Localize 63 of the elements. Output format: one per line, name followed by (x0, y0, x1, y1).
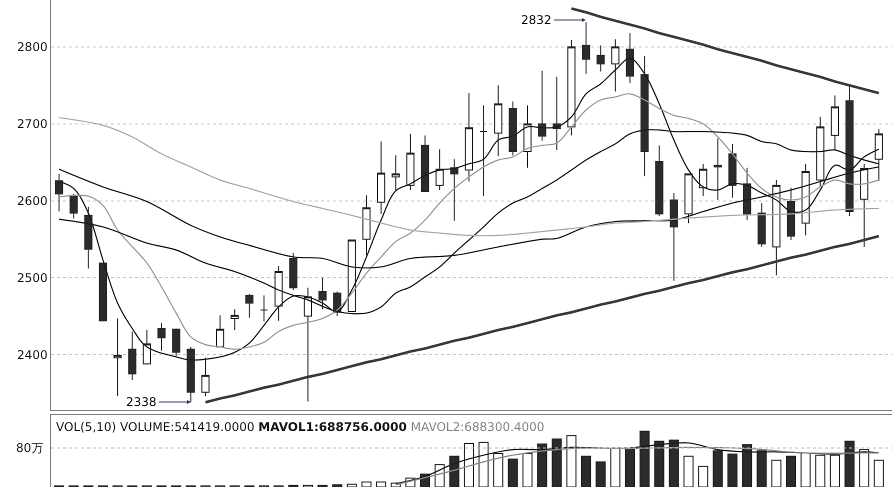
candlestick (172, 328, 180, 357)
candlestick (216, 314, 224, 348)
candlestick (186, 346, 195, 403)
candlestick (450, 158, 458, 222)
candlestick (494, 84, 502, 157)
candlestick (479, 104, 488, 197)
chart-title: VOL(5,10) VOLUME:541419.0000 (56, 420, 254, 434)
candlestick (128, 331, 136, 380)
candlestick (157, 322, 166, 352)
candlestick (289, 252, 298, 290)
candlestick (377, 141, 386, 214)
line-series (58, 117, 880, 236)
bar (581, 456, 592, 487)
candlestick (552, 76, 561, 150)
candlestick (420, 134, 430, 192)
candlestick (845, 84, 854, 217)
candlestick (362, 194, 371, 256)
candlestick (714, 138, 722, 200)
candlestick (508, 101, 517, 156)
candlestick (318, 277, 327, 310)
y-tick-label: 2700 (17, 117, 48, 132)
bar (596, 461, 606, 487)
y-tick-label: 2600 (17, 194, 48, 208)
candlestick (684, 173, 693, 224)
bar (332, 484, 342, 487)
y-tick-label: 2500 (17, 270, 48, 285)
series-label: MAVOL2:688300.4000 (410, 420, 544, 434)
candlestick (596, 44, 605, 72)
candlestick (699, 163, 708, 197)
candlestick (786, 187, 796, 240)
candlestick (436, 148, 444, 190)
candlestick (626, 32, 634, 84)
candlestick (655, 144, 664, 217)
candlestick (392, 154, 400, 190)
candlestick (640, 56, 649, 177)
candlestick (742, 167, 752, 220)
candlestick (245, 293, 254, 318)
line-series (58, 93, 880, 350)
candlestick (230, 308, 239, 330)
line-series (570, 7, 880, 94)
candlestick (758, 202, 766, 248)
candlestick (260, 294, 268, 322)
candlestick (84, 206, 92, 269)
candlestick (538, 70, 546, 142)
annotation: 2338 (126, 395, 157, 409)
candlestick (406, 133, 414, 190)
bar (508, 458, 518, 487)
candlestick (98, 262, 108, 322)
ref-line-label: 80万 (16, 441, 44, 455)
annotation: 2832 (521, 13, 552, 27)
line-series (204, 234, 880, 404)
text: MAVOL1:688756.0000 (258, 420, 407, 434)
candlestick (70, 193, 78, 219)
candlestick (54, 173, 64, 212)
candlestick (582, 22, 590, 74)
candlestick (464, 92, 474, 182)
y-tick-label: 2800 (17, 40, 48, 54)
candlestick (523, 104, 532, 168)
y-tick-label: 2400 (17, 348, 48, 362)
candlestick (114, 318, 122, 397)
bar (786, 456, 796, 487)
candlestick (728, 143, 737, 198)
candlestick (670, 192, 678, 282)
